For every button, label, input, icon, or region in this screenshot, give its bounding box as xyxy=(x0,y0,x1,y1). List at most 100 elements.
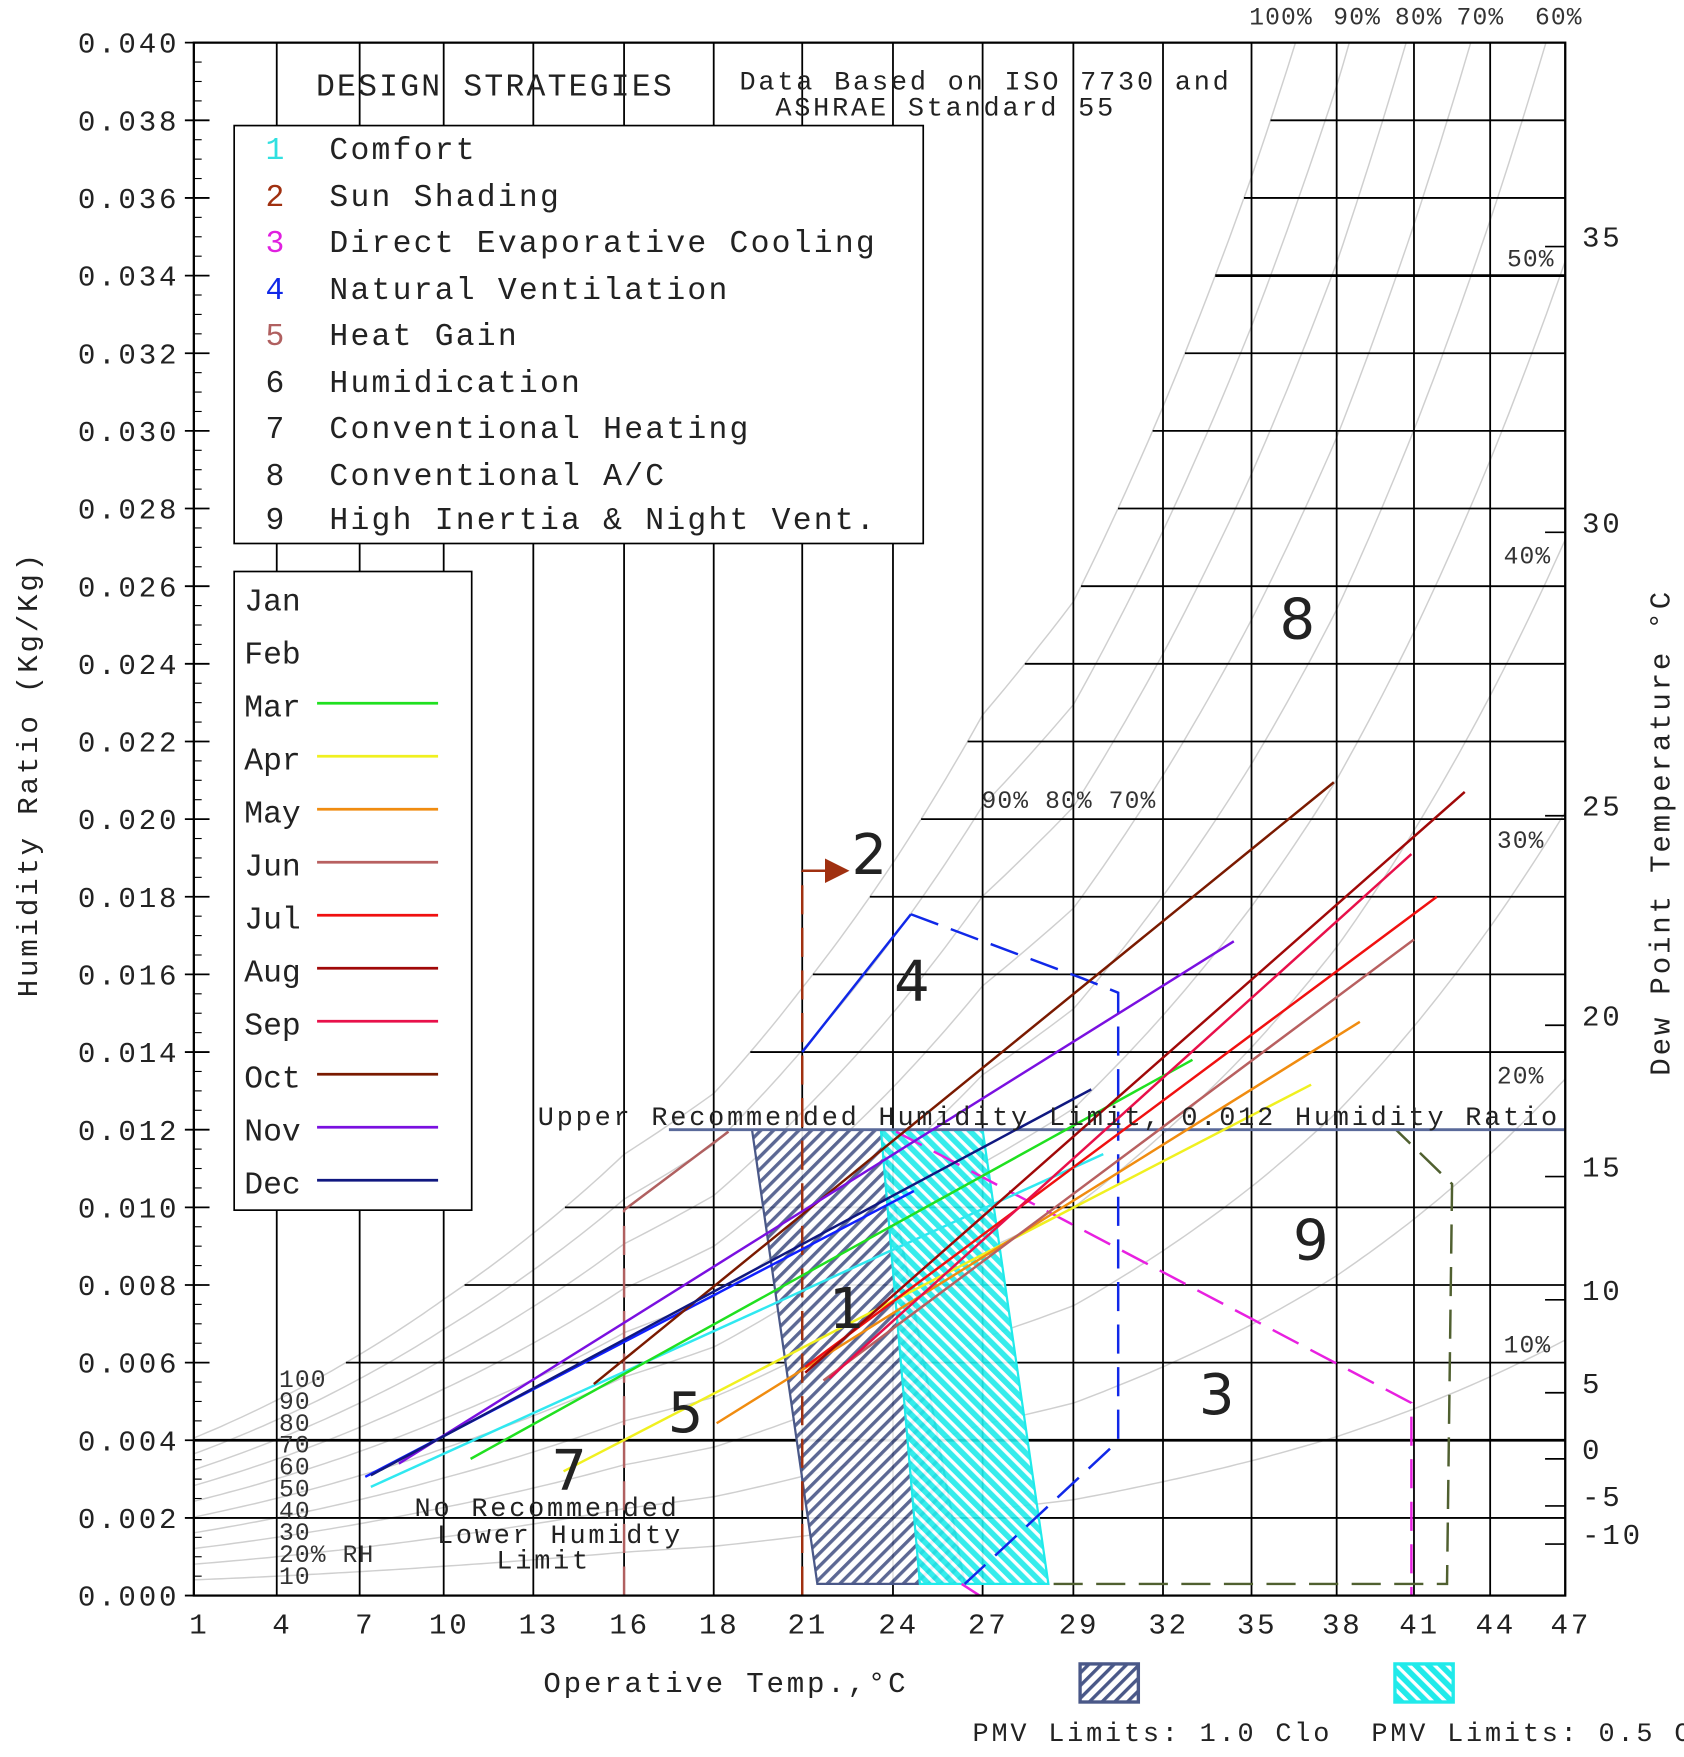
dewpoint-tick-label: 25 xyxy=(1582,792,1623,825)
pmv-0-5-clo-label: PMV Limits: 0.5 Clo xyxy=(1371,1720,1684,1750)
y-tick-label: 0.028 xyxy=(78,495,179,528)
rh-label-right: 50% xyxy=(1507,247,1555,275)
y-tick-label: 0.020 xyxy=(78,805,179,838)
x-tick-label: 32 xyxy=(1148,1610,1189,1643)
y-tick-label: 0.040 xyxy=(78,29,179,62)
zone-label-2: 2 xyxy=(852,823,888,888)
strategy-label: Humidication xyxy=(329,367,582,402)
rh-curve-40 xyxy=(193,537,1566,1534)
month-label-apr: Apr xyxy=(244,745,300,780)
zone-evaporative-cooling xyxy=(895,1130,1413,1596)
series-line-jul xyxy=(804,895,1438,1368)
series-line-dec xyxy=(370,1088,1092,1477)
x-tick-label: 13 xyxy=(519,1610,560,1643)
rh-labels-top: 100% 90% 80% 70% 60% xyxy=(1249,5,1583,33)
rh-curve-80 xyxy=(193,42,1407,1471)
rh-curve-30 xyxy=(193,810,1566,1550)
y-tick-label: 0.004 xyxy=(78,1426,179,1459)
zone-label-7: 7 xyxy=(551,1439,587,1504)
strategies-legend-box xyxy=(233,124,925,545)
dewpoint-tick-label: 0 xyxy=(1582,1435,1602,1468)
x-tick-label: 10 xyxy=(429,1610,470,1643)
rh-label-left: 100 xyxy=(279,1367,327,1395)
y-tick-label: 0.010 xyxy=(78,1193,179,1226)
y-tick-label: 0.000 xyxy=(78,1582,179,1615)
series-line-nov xyxy=(398,940,1235,1465)
strategies-legend: 1 Comfort 2 Sun Shading 3 Direct Evaporative … xyxy=(266,134,877,539)
source-line-1: Data Based on ISO 7730 and xyxy=(739,69,1231,99)
series-line-aug xyxy=(804,790,1466,1374)
month-label-dec: Dec xyxy=(244,1169,300,1204)
x-axis-title: Operative Temp.,°C xyxy=(543,1668,908,1701)
month-label-nov: Nov xyxy=(244,1116,300,1151)
dewpoint-tick-label: -10 xyxy=(1582,1520,1643,1553)
dewpoint-tick-label: 35 xyxy=(1582,223,1623,256)
strategy-number: 4 xyxy=(266,274,287,309)
strategy-number: 2 xyxy=(266,181,287,216)
month-label-mar: Mar xyxy=(244,692,300,727)
rh-curve-90 xyxy=(193,42,1351,1455)
series-line-jun xyxy=(822,938,1415,1382)
humidity-limit-label: Upper Recommended Humidity Limit, 0.012 … xyxy=(538,1104,1560,1134)
x-tick-label: 47 xyxy=(1551,1610,1592,1643)
rh-label-top: 100% xyxy=(1249,5,1313,33)
rh-curve-70 xyxy=(193,42,1472,1487)
month-label-jun: Jun xyxy=(244,851,300,886)
strategy-number: 1 xyxy=(266,134,287,169)
rh-label-top: 60% xyxy=(1535,5,1583,33)
month-label-aug: Aug xyxy=(244,957,300,992)
rh-label-right: 20% xyxy=(1497,1064,1545,1092)
dewpoint-tick-label: -5 xyxy=(1582,1482,1623,1515)
month-label-oct: Oct xyxy=(244,1063,300,1098)
strategy-number: 5 xyxy=(266,320,287,355)
strategy-label: Conventional A/C xyxy=(329,460,666,495)
y-tick-label: 0.030 xyxy=(78,417,179,450)
zone-label-9: 9 xyxy=(1293,1208,1329,1273)
y-axis-ticks: 0.000 0.002 0.004 0.006 0.008 0.010 0.012 0.014… xyxy=(78,29,210,1615)
rh-label-left: 20% RH xyxy=(279,1542,374,1570)
series-line-jan xyxy=(370,1153,1104,1489)
strategy-label: High Inertia & Night Vent. xyxy=(329,504,877,539)
strategy-number: 7 xyxy=(266,413,287,448)
x-tick-label: 16 xyxy=(609,1610,650,1643)
zone-label-3: 3 xyxy=(1199,1363,1235,1428)
y-tick-label: 0.002 xyxy=(78,1504,179,1537)
rh-label-mid: 90% 80% 70% xyxy=(981,788,1156,816)
rh-curve-60 xyxy=(193,42,1547,1503)
month-label-sep: Sep xyxy=(244,1010,300,1045)
y-tick-label: 0.024 xyxy=(78,650,179,683)
series-line-sep xyxy=(828,853,1413,1380)
y-tick-label: 0.014 xyxy=(78,1038,179,1071)
rh-label-right: 40% xyxy=(1504,544,1552,572)
lower-limit-note-2: Lower Humidty xyxy=(437,1522,683,1552)
pmv-1-0-clo-swatch xyxy=(1078,1662,1141,1704)
x-tick-label: 18 xyxy=(699,1610,740,1643)
dewpoint-tick-label: 30 xyxy=(1582,508,1623,541)
zone-label-8: 8 xyxy=(1280,588,1316,653)
dewpoint-tick-label: 5 xyxy=(1582,1369,1602,1402)
y-tick-label: 0.038 xyxy=(78,106,179,139)
pmv-0-5-clo-swatch xyxy=(1393,1662,1455,1704)
strategy-number: 9 xyxy=(266,504,287,539)
strategy-label: Natural Ventilation xyxy=(329,274,729,309)
rh-label-top: 80% xyxy=(1395,5,1443,33)
source-line-2: ASHRAE Standard 55 xyxy=(775,94,1116,124)
x-tick-label: 38 xyxy=(1322,1610,1363,1643)
strategy-label: Comfort xyxy=(329,134,476,169)
zone-label-5: 5 xyxy=(668,1381,704,1446)
y-axis-title: Humidity Ratio (Kg/Kg) xyxy=(13,551,46,997)
rh-label-left: 80 xyxy=(279,1411,311,1439)
y-tick-label: 0.034 xyxy=(78,262,179,295)
zone-label-1: 1 xyxy=(829,1277,865,1342)
dewpoint-tick-label: 15 xyxy=(1582,1153,1623,1186)
series-line-oct xyxy=(593,781,1335,1385)
strategy-number: 6 xyxy=(266,367,287,402)
rh-curve-20 xyxy=(193,1077,1566,1565)
y-tick-label: 0.032 xyxy=(78,339,179,372)
rh-label-left: 90 xyxy=(279,1389,311,1417)
design-strategies-title: DESIGN STRATEGIES xyxy=(316,70,674,105)
x-tick-label: 4 xyxy=(272,1610,292,1643)
zone-heat-gain-slope xyxy=(623,1130,730,1212)
dewpoint-tick-label: 20 xyxy=(1582,1001,1623,1034)
strategy-number: 8 xyxy=(266,460,287,495)
